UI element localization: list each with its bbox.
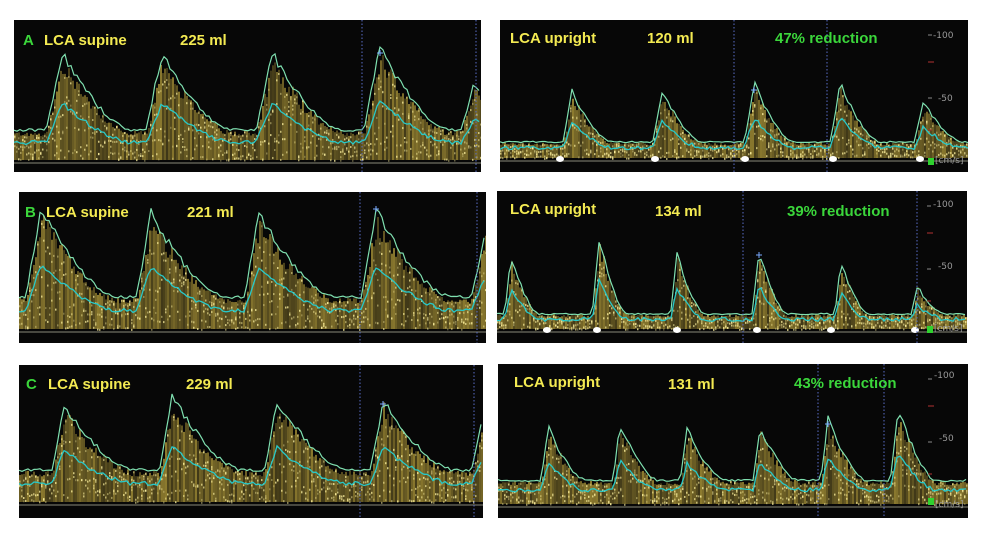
upright-volume-a: 120 ml bbox=[647, 30, 694, 47]
doppler-waveform-b-upright bbox=[497, 191, 967, 343]
scale-top-a: -100 bbox=[933, 31, 954, 41]
scale-unit-a: [cm/s] bbox=[935, 156, 964, 166]
doppler-waveform-c-upright bbox=[498, 364, 968, 518]
panel-letter-c: C bbox=[26, 376, 37, 393]
doppler-waveform-c-supine bbox=[19, 365, 483, 518]
supine-title-a: LCA supine bbox=[44, 32, 127, 49]
doppler-waveform-b-supine bbox=[19, 192, 486, 343]
supine-title-c: LCA supine bbox=[48, 376, 131, 393]
baseline-marker-a bbox=[928, 158, 934, 165]
scale-top-c: -100 bbox=[934, 371, 955, 381]
doppler-waveform-a-supine bbox=[14, 20, 481, 172]
scale-mid-c: -50 bbox=[939, 434, 954, 444]
panel-letter-b: B bbox=[25, 204, 36, 221]
doppler-panel-c-supine: C LCA supine 229 ml bbox=[19, 365, 483, 518]
panel-letter-a: A bbox=[23, 32, 34, 49]
doppler-waveform-a-upright bbox=[500, 20, 968, 172]
reduction-label-c: 43% reduction bbox=[794, 375, 897, 392]
baseline-marker-c bbox=[928, 498, 934, 505]
doppler-panel-b-supine: B LCA supine 221 ml bbox=[19, 192, 486, 343]
scale-mid-b: -50 bbox=[938, 262, 953, 272]
upright-volume-b: 134 ml bbox=[655, 203, 702, 220]
reduction-label-a: 47% reduction bbox=[775, 30, 878, 47]
supine-volume-b: 221 ml bbox=[187, 204, 234, 221]
reduction-label-b: 39% reduction bbox=[787, 203, 890, 220]
upright-volume-c: 131 ml bbox=[668, 376, 715, 393]
baseline-marker-b bbox=[927, 326, 933, 333]
upright-title-a: LCA upright bbox=[510, 30, 597, 47]
supine-title-b: LCA supine bbox=[46, 204, 129, 221]
upright-title-c: LCA upright bbox=[514, 374, 601, 391]
doppler-panel-a-supine: A LCA supine 225 ml bbox=[14, 20, 481, 172]
scale-top-b: -100 bbox=[933, 200, 954, 210]
supine-volume-c: 229 ml bbox=[186, 376, 233, 393]
doppler-panel-c-upright: LCA upright 131 ml 43% reduction -100 -5… bbox=[498, 364, 968, 518]
scale-mid-a: -50 bbox=[938, 94, 953, 104]
scale-unit-c: [cm/s] bbox=[935, 500, 964, 510]
scale-unit-b: [cm/s] bbox=[934, 324, 963, 334]
upright-title-b: LCA upright bbox=[510, 201, 597, 218]
supine-volume-a: 225 ml bbox=[180, 32, 227, 49]
doppler-panel-b-upright: LCA upright 134 ml 39% reduction -100 -5… bbox=[497, 191, 967, 343]
doppler-panel-a-upright: LCA upright 120 ml 47% reduction -100 -5… bbox=[500, 20, 968, 172]
